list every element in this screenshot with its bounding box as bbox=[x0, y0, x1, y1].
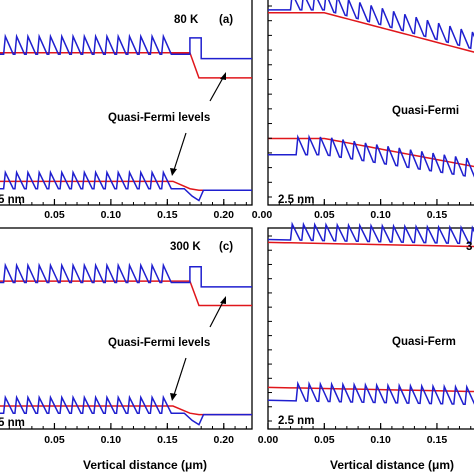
panel-a-upper-quasi-fermi-line bbox=[0, 51, 252, 79]
panel-a-frame bbox=[0, 0, 253, 206]
panel-b-upper-band-edge bbox=[268, 0, 474, 50]
panel-c-arrowhead-up bbox=[220, 296, 226, 304]
panel-b-ticks: 0.05 0.10 0.15 bbox=[267, 5, 472, 221]
panel-d-quasi-fermi-label: Quasi-Ferm bbox=[392, 336, 456, 348]
panel-c-label: (c) bbox=[219, 241, 233, 253]
panel-c-upper-band-edge bbox=[0, 262, 252, 288]
panel-c-arrow-down bbox=[173, 357, 187, 396]
panel-b-lower-band-edge bbox=[268, 134, 474, 178]
panel-d-upper-quasi-fermi-line bbox=[267, 241, 474, 248]
panel-c-tick-label: 0.05 bbox=[44, 434, 65, 446]
panel-c: 0.05 0.10 0.15 0.20 300 K (c) Quasi-Fermi l… bbox=[0, 227, 253, 472]
panel-a-tick-label: 0.10 bbox=[101, 209, 122, 221]
panel-d-curves bbox=[267, 221, 474, 406]
panel-b-tick-label-zero: 0.00 bbox=[252, 209, 273, 221]
panel-a-arrowhead-down bbox=[170, 168, 177, 176]
panel-c-ticks: 0.05 0.10 0.15 0.20 bbox=[8, 423, 247, 446]
panel-d-lower-band-edge bbox=[267, 380, 474, 406]
panel-a-label: (a) bbox=[219, 14, 233, 26]
panel-d-tick-label: 0.05 bbox=[314, 434, 335, 446]
panel-d-upper-band-edge bbox=[267, 221, 474, 245]
panel-d: 0.00 0.05 0.10 0.15 3 Quasi-Ferm 2.5 nm Ver… bbox=[258, 221, 474, 472]
panel-d-tick-label: 0.00 bbox=[258, 434, 279, 446]
panel-a-lower-band-edge bbox=[0, 169, 252, 202]
panel-c-well-size: 5 nm bbox=[0, 417, 25, 429]
panel-a-quasi-fermi-label: Quasi-Fermi levels bbox=[108, 112, 210, 124]
panel-a-tick-label: 0.05 bbox=[44, 209, 65, 221]
panel-a-upper-band-edge bbox=[0, 33, 252, 60]
panel-c-curves bbox=[0, 262, 252, 426]
panel-c-tick-label: 0.15 bbox=[157, 434, 178, 446]
panel-a-arrows bbox=[170, 72, 226, 176]
panel-b-curves bbox=[268, 0, 474, 178]
panel-c-tick-label: 0.10 bbox=[101, 434, 122, 446]
panel-d-temperature: 3 bbox=[466, 241, 472, 253]
panel-d-x-axis-label: Vertical distance (μm) bbox=[330, 458, 454, 472]
panel-c-arrows bbox=[170, 296, 226, 401]
panel-a-well-size: 5 nm bbox=[0, 194, 25, 206]
panel-a-temperature: 80 K bbox=[174, 14, 199, 26]
panel-b-tick-label: 0.10 bbox=[370, 209, 391, 221]
panel-c-arrow-up bbox=[209, 299, 225, 328]
panel-d-tick-label: 0.10 bbox=[370, 434, 391, 446]
panel-c-tick-label: 0.20 bbox=[214, 434, 235, 446]
panel-a-tick-label: 0.15 bbox=[157, 209, 178, 221]
panel-a-ticks: 0.05 0.10 0.15 0.20 bbox=[8, 199, 247, 221]
panel-a-arrow-down bbox=[173, 132, 187, 171]
panel-c-lower-band-edge bbox=[0, 394, 252, 426]
panel-b-upper-quasi-fermi-line bbox=[268, 12, 474, 53]
panel-d-well-size: 2.5 nm bbox=[278, 415, 314, 427]
panel-a: 0.05 0.10 0.15 0.20 80 K (a) Quasi-Fermi le… bbox=[0, 0, 253, 221]
panel-c-arrowhead-down bbox=[170, 393, 177, 401]
panel-a-arrow-up bbox=[209, 75, 225, 102]
panel-c-frame bbox=[0, 227, 253, 430]
panel-d-frame bbox=[267, 227, 474, 430]
panel-a-arrowhead-up bbox=[220, 72, 226, 80]
panel-b-tick-label: 0.05 bbox=[314, 209, 335, 221]
panel-b-frame bbox=[267, 0, 474, 206]
panel-c-temperature: 300 K bbox=[170, 241, 201, 253]
panel-c-upper-quasi-fermi-line bbox=[0, 280, 252, 307]
panel-d-tick-label: 0.15 bbox=[427, 434, 448, 446]
panel-b-quasi-fermi-label: Quasi-Fermi bbox=[392, 105, 459, 117]
panel-b-well-size: 2.5 nm bbox=[278, 194, 314, 206]
panel-a-tick-label: 0.20 bbox=[214, 209, 235, 221]
panel-c-x-axis-label: Vertical distance (μm) bbox=[83, 458, 207, 472]
panel-b-tick-label: 0.15 bbox=[427, 209, 448, 221]
panel-c-quasi-fermi-label: Quasi-Fermi levels bbox=[108, 337, 210, 349]
panel-b: 0.05 0.10 0.15 Quasi-Fermi 2.5 nm 0.00 bbox=[252, 0, 474, 221]
panel-d-ticks: 0.00 0.05 0.10 0.15 bbox=[258, 235, 472, 446]
